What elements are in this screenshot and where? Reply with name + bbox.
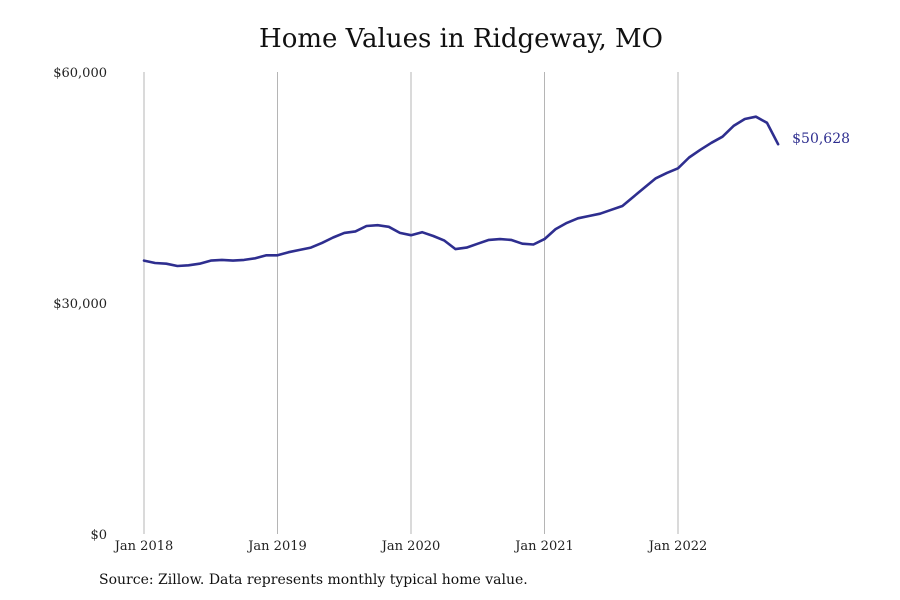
chart-title: Home Values in Ridgeway, MO xyxy=(259,24,663,54)
x-tick-label: Jan 2019 xyxy=(246,539,307,554)
source-note: Source: Zillow. Data represents monthly … xyxy=(99,572,528,588)
x-tick-label: Jan 2022 xyxy=(647,539,708,554)
y-tick-label: $0 xyxy=(90,528,107,543)
y-tick-label: $30,000 xyxy=(53,297,107,312)
y-tick-label: $60,000 xyxy=(53,66,107,81)
end-value-label: $50,628 xyxy=(792,131,850,147)
x-tick-label: Jan 2020 xyxy=(380,539,441,554)
x-tick-label: Jan 2018 xyxy=(113,539,174,554)
x-tick-label: Jan 2021 xyxy=(513,539,574,554)
series-line xyxy=(142,115,780,268)
